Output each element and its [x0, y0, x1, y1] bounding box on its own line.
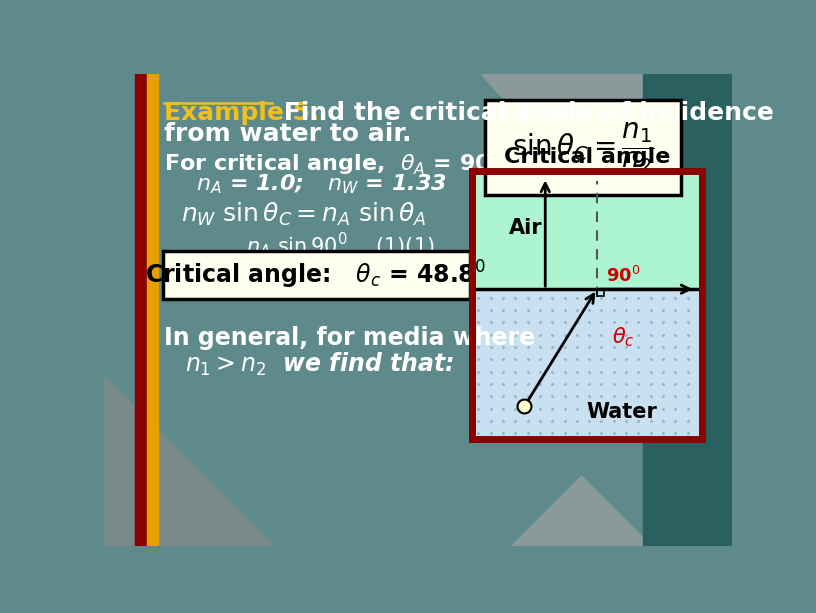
Text: $\sin\theta_C = \dfrac{n_A\ \sin 90^0}{n_w} = \dfrac{(1)(1)}{1.33}$: $\sin\theta_C = \dfrac{n_A\ \sin 90^0}{n… — [164, 232, 437, 283]
Bar — [472, 289, 702, 440]
Text: from water to air.: from water to air. — [164, 122, 411, 146]
Polygon shape — [104, 376, 273, 546]
Polygon shape — [481, 74, 733, 353]
Bar — [472, 172, 702, 440]
Text: $\sin\theta_C = \dfrac{n_1}{n_2}$: $\sin\theta_C = \dfrac{n_1}{n_2}$ — [512, 120, 654, 175]
Bar — [596, 289, 604, 296]
Polygon shape — [512, 476, 650, 546]
Text: $\theta_c$: $\theta_c$ — [612, 325, 635, 349]
Text: Example 5.: Example 5. — [164, 101, 320, 124]
Text: $n_W\ \sin\theta_C = n_A\ \sin\theta_A$: $n_W\ \sin\theta_C = n_A\ \sin\theta_A$ — [181, 200, 426, 228]
FancyBboxPatch shape — [162, 251, 470, 299]
Text: Critical angle:   $\theta_c$ = 48.8$^0$: Critical angle: $\theta_c$ = 48.8$^0$ — [145, 259, 486, 291]
Text: 90$^0$: 90$^0$ — [606, 266, 641, 286]
Text: In general, for media where: In general, for media where — [164, 326, 535, 350]
Text: Find the critical angle of incidence: Find the critical angle of incidence — [275, 101, 774, 124]
Text: Air: Air — [509, 218, 543, 238]
Bar — [472, 172, 702, 440]
Text: Critical angle: Critical angle — [503, 148, 670, 167]
Text: For critical angle,  $\theta_A$ = 90$^0$: For critical angle, $\theta_A$ = 90$^0$ — [164, 149, 501, 178]
Bar — [135, 74, 147, 546]
Bar — [147, 74, 158, 546]
Bar — [643, 74, 733, 546]
Text: $n_1 > n_2$  we find that:: $n_1 > n_2$ we find that: — [185, 351, 455, 378]
FancyBboxPatch shape — [486, 100, 681, 195]
Text: $n_A$ = 1.0;   $n_W$ = 1.33: $n_A$ = 1.0; $n_W$ = 1.33 — [197, 173, 447, 197]
Bar — [472, 172, 702, 289]
Text: Water: Water — [586, 402, 657, 422]
